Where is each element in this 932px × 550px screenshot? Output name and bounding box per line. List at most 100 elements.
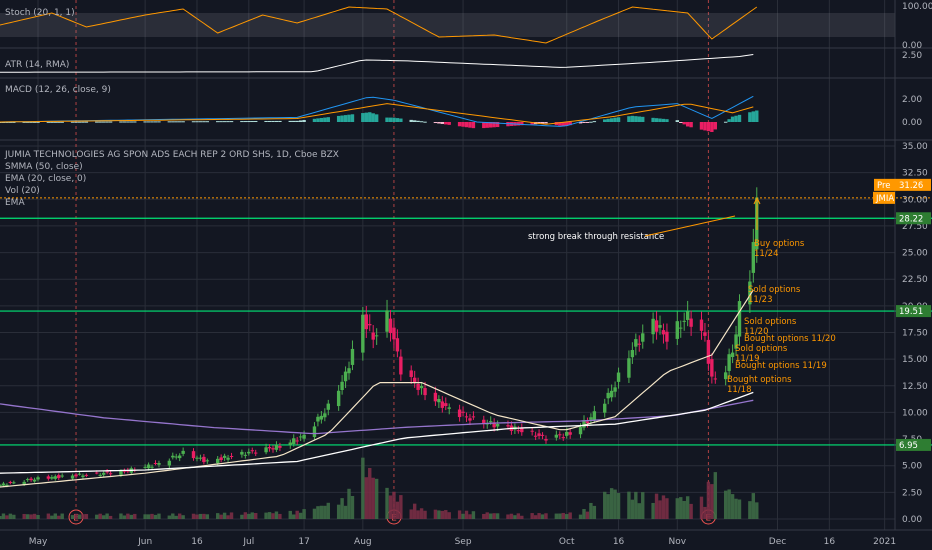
volume-bar — [582, 509, 586, 519]
price-tick: 25.00 — [902, 249, 928, 259]
macd-histogram-bar — [295, 120, 299, 122]
atr-legend: ATR (14, RMA) — [5, 60, 69, 70]
volume-bar — [589, 502, 593, 519]
level-tag-bg — [896, 305, 931, 318]
trade-annotation: 11/20 — [744, 327, 769, 337]
pre-label-bg — [874, 178, 896, 191]
volume-bar — [12, 514, 16, 519]
level-tag-bg — [896, 438, 931, 451]
candle-body — [589, 417, 593, 420]
candle-body — [36, 477, 40, 480]
candle-body — [368, 324, 372, 326]
volume-bar — [457, 510, 462, 519]
price-tick: 0.00 — [902, 515, 922, 525]
volume-bar — [101, 515, 106, 519]
macd-histogram-bar — [340, 115, 344, 122]
macd-histogram-bar — [558, 122, 562, 126]
candle-body — [537, 433, 541, 436]
symbol-tag: JMIA — [875, 194, 894, 204]
volume-bar — [316, 506, 320, 519]
volume-bar — [513, 515, 517, 519]
candle-body — [606, 392, 610, 399]
candle-body — [101, 472, 106, 475]
macd-histogram-bar — [177, 121, 182, 123]
candle-body — [53, 476, 57, 479]
macd-histogram-bar — [416, 120, 420, 122]
volume-bar — [126, 513, 130, 519]
macd-histogram-bar — [675, 120, 679, 122]
volume-bar — [323, 505, 327, 519]
candle-body — [561, 437, 565, 439]
candle-body — [361, 314, 365, 353]
volume-bar — [133, 513, 137, 519]
volume-bar — [250, 512, 254, 519]
candle-body — [254, 452, 258, 454]
candle-body — [568, 432, 572, 435]
volume-bar — [658, 500, 662, 519]
candle-body — [264, 447, 268, 453]
macd-histogram-bar — [267, 120, 272, 122]
volume-bar — [347, 488, 351, 519]
smma-50-line — [0, 399, 754, 435]
candle-body — [578, 427, 583, 435]
macd-histogram-bar — [589, 121, 593, 123]
macd-histogram-bar — [167, 121, 172, 123]
candle-body — [748, 281, 752, 305]
volume-bar — [440, 510, 445, 519]
macd-histogram-bar — [658, 118, 662, 122]
candle-body — [46, 476, 51, 479]
candle-body — [298, 436, 303, 438]
volume-bar — [171, 513, 175, 519]
candle-body — [319, 415, 324, 420]
price-title: JUMIA TECHNOLOGIES AG SPON ADS EACH REP … — [4, 150, 339, 160]
volume-bar — [146, 514, 151, 519]
volume-bar — [675, 498, 679, 519]
macd-histogram-bar — [133, 121, 137, 123]
candle-body — [198, 457, 203, 459]
candle-body — [689, 318, 693, 327]
macd-histogram-bar — [5, 121, 9, 123]
volume-bar — [492, 513, 496, 519]
candle-body — [392, 327, 396, 340]
macd-histogram-bar — [606, 118, 610, 122]
candle-body — [167, 460, 172, 466]
macd-histogram-bar — [50, 121, 54, 123]
volume-bar — [464, 510, 469, 519]
buy-arrow-head — [753, 196, 761, 205]
candle-body — [419, 385, 424, 389]
macd-histogram-bar — [437, 122, 441, 124]
macd-histogram-bar — [25, 121, 30, 123]
pre-value-bg — [896, 178, 931, 191]
macd-histogram-bar — [361, 113, 365, 122]
volume-bar — [461, 513, 465, 519]
volume-bar — [634, 491, 638, 519]
macd-histogram-bar — [630, 115, 635, 122]
macd-histogram-bar — [247, 121, 251, 123]
macd-histogram-bar — [36, 121, 40, 123]
price-tick: 2.50 — [902, 488, 922, 498]
volume-bar — [350, 496, 355, 519]
candle-body — [699, 319, 704, 331]
volume-bar — [654, 493, 659, 519]
volume-bar — [5, 515, 9, 519]
volume-bar — [226, 515, 230, 519]
x-tick: 16 — [191, 537, 203, 547]
macd-histogram-bar — [685, 122, 690, 127]
candle-body — [582, 420, 586, 428]
candle-body — [412, 377, 417, 383]
candle-body — [150, 466, 154, 468]
macd-histogram-bar — [126, 121, 130, 123]
macd-histogram-bar — [46, 121, 51, 123]
volume-bar — [537, 513, 541, 519]
price-tick: 27.50 — [902, 222, 928, 232]
candle-body — [592, 411, 597, 420]
volume-bar — [95, 514, 99, 519]
ema-line — [0, 391, 754, 474]
volume-bar — [388, 495, 393, 519]
candle-body — [654, 320, 659, 332]
volume-bar — [661, 495, 666, 519]
volume-bar — [723, 490, 728, 519]
candle-body — [153, 463, 158, 465]
